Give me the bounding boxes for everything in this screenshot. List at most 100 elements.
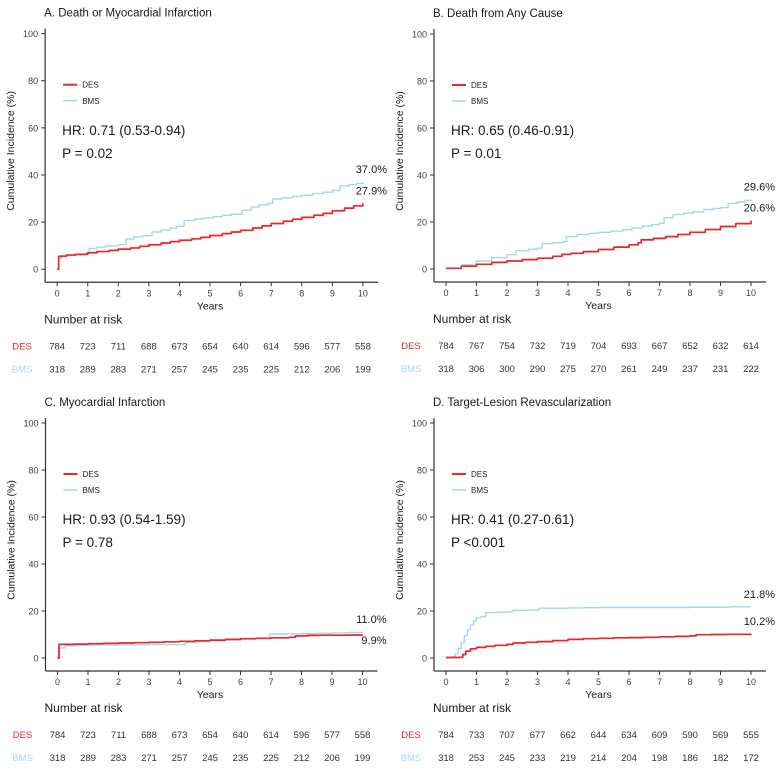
curve-des	[57, 203, 364, 271]
risk-row-label-des: DES	[401, 341, 421, 352]
risk-value: 222	[743, 364, 759, 375]
risk-value: 225	[263, 753, 279, 764]
risk-row-label-des: DES	[401, 730, 421, 741]
risk-value: 270	[591, 364, 607, 375]
risk-value: 644	[591, 730, 607, 741]
risk-value: 784	[50, 730, 66, 741]
x-tick-label: 2	[504, 677, 509, 687]
y-tick-label: 20	[28, 218, 38, 228]
risk-value: 784	[49, 341, 66, 352]
y-tick-label: 20	[28, 607, 38, 617]
risk-table-header: Number at risk	[44, 312, 123, 326]
risk-value: 261	[621, 364, 637, 375]
risk-value: 283	[110, 364, 126, 375]
x-tick-label: 6	[626, 288, 631, 298]
x-tick-label: 1	[85, 677, 90, 687]
x-tick-label: 8	[299, 677, 304, 687]
panel-a-chart: A. Death or Myocardial Infarction0204060…	[5, 8, 387, 376]
curve-des	[446, 633, 752, 659]
y-axis-label: Cumulative Incidence (%)	[5, 91, 17, 211]
y-tick-label: 0	[422, 265, 427, 275]
risk-value: 219	[560, 753, 576, 764]
x-tick-label: 5	[207, 677, 212, 687]
x-tick-label: 8	[687, 288, 692, 298]
risk-value: 614	[263, 341, 280, 352]
x-axis-label: Years	[585, 300, 611, 312]
risk-value: 245	[202, 364, 218, 375]
risk-value: 590	[682, 730, 698, 741]
risk-value: 654	[202, 730, 218, 741]
risk-value: 688	[141, 341, 157, 352]
risk-value: 558	[355, 341, 371, 352]
risk-value: 233	[530, 753, 546, 764]
x-tick-label: 4	[565, 677, 570, 687]
risk-row-label-des: DES	[13, 730, 33, 741]
y-tick-label: 80	[28, 466, 38, 476]
risk-value: 306	[469, 364, 485, 375]
risk-value: 732	[530, 341, 546, 352]
y-tick-label: 20	[417, 607, 427, 617]
end-label-bms: 21.8%	[744, 589, 775, 601]
curve-bms	[446, 199, 752, 269]
x-tick-label: 10	[746, 677, 756, 687]
risk-value: 609	[652, 730, 668, 741]
risk-value: 283	[111, 753, 127, 764]
x-tick-label: 8	[687, 677, 692, 687]
risk-value: 673	[172, 341, 188, 352]
risk-value: 707	[499, 730, 515, 741]
x-tick-label: 3	[535, 677, 540, 687]
risk-table-header: Number at risk	[45, 701, 124, 715]
y-tick-label: 40	[28, 560, 38, 570]
x-tick-label: 1	[474, 677, 479, 687]
risk-value: 723	[80, 730, 96, 741]
risk-value: 614	[743, 341, 759, 352]
risk-value: 231	[713, 364, 729, 375]
y-tick-label: 40	[28, 170, 38, 180]
x-tick-label: 3	[535, 288, 540, 298]
risk-value: 662	[560, 730, 576, 741]
panel-title: A. Death or Myocardial Infarction	[44, 8, 212, 20]
risk-value: 640	[233, 341, 249, 352]
x-tick-label: 1	[474, 288, 479, 298]
risk-value: 257	[172, 753, 188, 764]
x-tick-label: 0	[55, 677, 60, 687]
x-tick-label: 6	[238, 288, 243, 298]
end-label-des: 9.9%	[361, 635, 386, 647]
y-tick-label: 60	[417, 124, 427, 134]
x-tick-label: 5	[596, 677, 601, 687]
x-tick-label: 4	[177, 677, 182, 687]
risk-value: 596	[294, 730, 310, 741]
y-tick-label: 20	[417, 218, 427, 228]
panel-title: B. Death from Any Cause	[433, 8, 563, 20]
risk-value: 318	[438, 364, 454, 375]
risk-value: 235	[233, 753, 249, 764]
x-axis-label: Years	[585, 689, 611, 701]
x-tick-label: 0	[443, 288, 448, 298]
x-tick-label: 0	[443, 677, 448, 687]
legend-label-bms: BMS	[471, 97, 488, 106]
risk-value: 199	[355, 364, 371, 375]
y-tick-label: 60	[28, 123, 38, 133]
x-tick-label: 2	[504, 288, 509, 298]
risk-value: 677	[530, 730, 546, 741]
risk-value: 206	[324, 364, 340, 375]
y-tick-label: 0	[422, 654, 427, 664]
risk-value: 673	[172, 730, 188, 741]
hr-annotation: HR: 0.71 (0.53-0.94)	[62, 123, 185, 138]
risk-value: 640	[233, 730, 249, 741]
x-tick-label: 7	[657, 677, 662, 687]
legend-label-des: DES	[83, 470, 99, 479]
risk-row-label-bms: BMS	[401, 364, 422, 375]
x-axis-label: Years	[197, 689, 223, 701]
risk-value: 182	[713, 753, 729, 764]
hr-annotation: HR: 0.41 (0.27-0.61)	[451, 512, 574, 527]
end-label-des: 10.2%	[744, 616, 775, 628]
risk-value: 206	[324, 753, 340, 764]
end-label-des: 27.9%	[356, 185, 387, 197]
x-tick-label: 9	[330, 288, 335, 298]
x-tick-label: 9	[329, 677, 334, 687]
legend-label-des: DES	[82, 81, 98, 90]
x-tick-label: 6	[238, 677, 243, 687]
risk-value: 767	[469, 341, 485, 352]
